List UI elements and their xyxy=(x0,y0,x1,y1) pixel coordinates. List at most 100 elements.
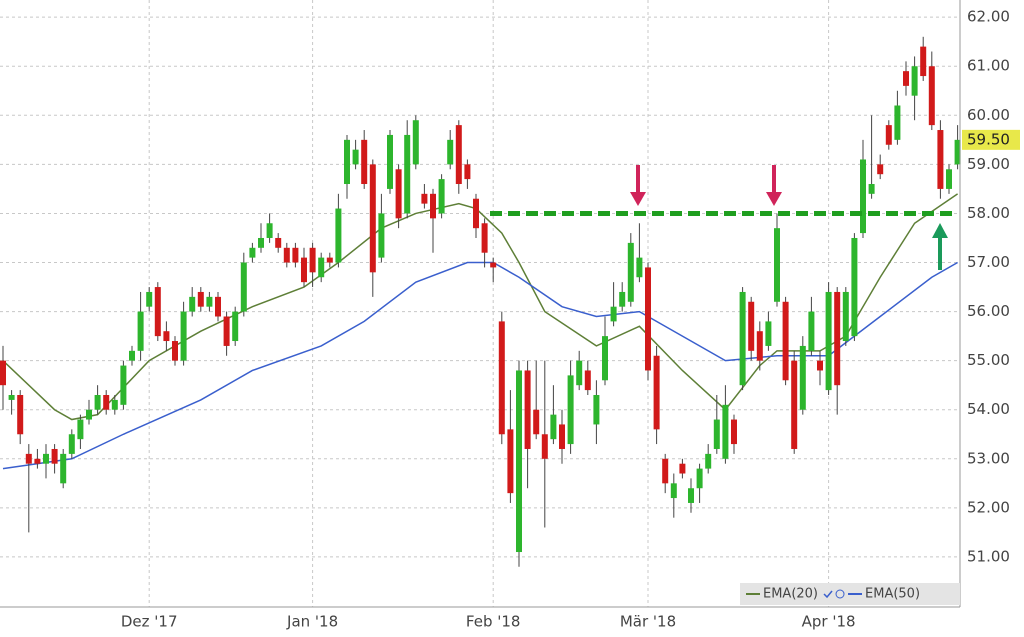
y-tick-label: 52.00 xyxy=(967,498,1010,516)
legend: EMA(20) EMA(50) xyxy=(740,583,960,605)
candle-body xyxy=(137,311,144,351)
candle-body xyxy=(25,453,32,464)
candle-body xyxy=(421,193,428,204)
candle-body xyxy=(877,164,884,175)
candle-body xyxy=(645,267,651,371)
y-tick-label: 54.00 xyxy=(967,400,1010,418)
legend-label: EMA(50) xyxy=(865,587,920,602)
y-tick-label: 60.00 xyxy=(967,106,1010,124)
candle-body xyxy=(172,341,178,361)
candle-body xyxy=(412,120,419,165)
candle-body xyxy=(490,262,497,268)
y-tick-label: 53.00 xyxy=(967,449,1010,467)
y-tick-label: 51.00 xyxy=(967,547,1010,565)
candle-body xyxy=(361,139,368,185)
candle-body xyxy=(946,169,952,189)
candle-body xyxy=(455,125,462,185)
candle-body xyxy=(352,149,359,165)
candle-body xyxy=(275,237,282,248)
candle-body xyxy=(129,350,135,361)
candle-body xyxy=(111,399,118,410)
arrow-head xyxy=(932,223,948,238)
arrows xyxy=(630,165,948,270)
candle-body xyxy=(43,453,49,464)
candle-body xyxy=(911,66,918,96)
candle-body xyxy=(473,198,479,229)
candle-body xyxy=(215,296,221,317)
last-price-label: 59.50 xyxy=(967,130,1010,148)
candle-body xyxy=(180,311,187,361)
candle-body xyxy=(524,370,531,449)
candle-body xyxy=(533,409,540,435)
candle-body xyxy=(387,134,393,189)
candle-body xyxy=(593,395,600,425)
legend-check xyxy=(823,590,833,599)
candle-body xyxy=(739,291,746,386)
candle-body xyxy=(713,419,720,449)
candle-body xyxy=(653,355,660,430)
candle-body xyxy=(507,429,514,494)
candle-body xyxy=(292,247,299,263)
candle-body xyxy=(154,287,161,337)
last-price-box xyxy=(962,129,1020,150)
candle-body xyxy=(851,237,858,337)
candle-body xyxy=(584,370,591,391)
candle-body xyxy=(791,360,798,449)
candle-body xyxy=(430,193,436,219)
candle-body xyxy=(249,247,256,258)
candle-body xyxy=(748,301,755,351)
ema-line xyxy=(2,261,958,470)
candle-body xyxy=(937,130,944,189)
grid xyxy=(0,0,960,607)
candle-body xyxy=(868,184,875,194)
candle-body xyxy=(344,139,350,185)
candle-body xyxy=(516,370,522,553)
candle-body xyxy=(808,311,815,351)
candle-body xyxy=(498,321,505,435)
candle-body xyxy=(369,164,376,273)
x-tick-label: Apr '18 xyxy=(802,613,856,631)
candle-body xyxy=(60,453,67,484)
candle-body xyxy=(756,331,763,361)
candle-body xyxy=(860,159,866,234)
candle-body xyxy=(834,291,841,386)
candle-body xyxy=(722,404,729,459)
candle-body xyxy=(309,247,316,273)
y-tick-label: 61.00 xyxy=(967,57,1010,75)
candle-body xyxy=(404,134,411,214)
candle-body xyxy=(163,331,170,342)
ema-line xyxy=(2,193,959,421)
y-tick-label: 59.00 xyxy=(967,155,1010,173)
candle-body xyxy=(619,291,626,307)
y-tick-label: 58.00 xyxy=(967,204,1010,222)
legend-settings xyxy=(835,589,845,599)
candle-body xyxy=(232,311,239,342)
candle-body xyxy=(197,291,204,307)
arrow-head xyxy=(766,192,782,206)
candle-body xyxy=(266,223,273,238)
candle-body xyxy=(731,419,737,445)
candle-body xyxy=(817,360,823,371)
y-tick-label: 55.00 xyxy=(967,351,1010,369)
candle-body xyxy=(920,46,927,77)
candle-body xyxy=(395,169,402,219)
candle-body xyxy=(765,321,772,346)
y-tick-label: 62.00 xyxy=(967,8,1010,26)
candle-body xyxy=(567,375,574,445)
candle-body xyxy=(258,237,264,248)
candle-body xyxy=(34,458,41,464)
candle-body xyxy=(541,434,548,459)
arrow-head xyxy=(630,192,646,206)
y-tick-label: 57.00 xyxy=(967,253,1010,271)
candle-body xyxy=(928,66,935,126)
candle-body xyxy=(627,242,634,302)
y-tick-label: 56.00 xyxy=(967,302,1010,320)
candle-body xyxy=(774,228,780,302)
candle-body xyxy=(77,419,84,440)
candle-body xyxy=(662,458,669,484)
candle-body xyxy=(799,345,806,410)
candle-body xyxy=(903,71,909,86)
candle-body xyxy=(842,291,849,342)
candle-body xyxy=(378,213,385,258)
